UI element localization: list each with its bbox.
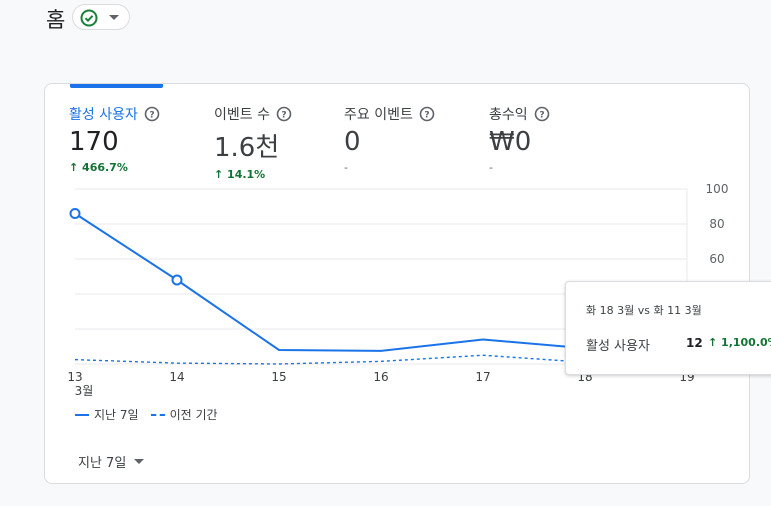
chevron-down-icon	[134, 458, 145, 464]
legend-dashed-swatch	[150, 413, 165, 416]
svg-text:?: ?	[424, 111, 429, 121]
legend-solid-swatch	[75, 413, 89, 416]
tooltip-date: 화 18 3월 vs 화 11 3월	[586, 304, 702, 317]
chart-legend: 지난 7일 이전 기간	[75, 406, 218, 423]
svg-text:?: ?	[149, 111, 154, 121]
metric-value: 1.6천	[214, 133, 280, 163]
tooltip-metric-label: 활성 사용자	[586, 339, 650, 354]
active-tab-indicator	[70, 84, 163, 88]
metric-key-events[interactable]: 주요 이벤트 ? 0 -	[344, 104, 435, 174]
metric-delta: ↑ 466.7%	[69, 161, 128, 174]
y-tick-label: 80	[709, 217, 724, 231]
x-tick-label: 13	[67, 370, 82, 384]
x-tick-label: 17	[475, 370, 490, 384]
svg-text:?: ?	[539, 111, 544, 121]
metric-label: 활성 사용자	[69, 107, 138, 123]
y-tick-label: 60	[709, 252, 724, 266]
x-tick-sublabel: 3월	[75, 384, 94, 398]
data-point	[69, 208, 81, 219]
legend-previous-label: 이전 기간	[169, 408, 218, 422]
y-tick-label: 100	[706, 182, 729, 196]
metric-label: 주요 이벤트	[344, 107, 413, 123]
page-title: 홈	[46, 8, 66, 32]
property-status-dropdown[interactable]	[72, 4, 130, 30]
check-circle-icon	[80, 9, 98, 27]
date-range-dropdown[interactable]: 지난 7일	[78, 452, 145, 471]
metric-delta: -	[489, 161, 493, 174]
x-tick-label: 15	[271, 370, 286, 384]
tooltip-delta: ↑ 1,100.0%	[708, 336, 771, 349]
svg-text:?: ?	[281, 111, 286, 121]
x-tick-label: 16	[373, 370, 388, 384]
metric-event-count[interactable]: 이벤트 수 ? 1.6천 ↑ 14.1%	[214, 104, 292, 181]
help-icon[interactable]: ?	[276, 106, 292, 122]
help-icon[interactable]: ?	[534, 106, 550, 122]
metric-label: 총수익	[489, 107, 528, 123]
metric-delta: ↑ 14.1%	[214, 168, 266, 181]
metric-active-users[interactable]: 활성 사용자 ? 170 ↑ 466.7%	[69, 104, 160, 174]
metric-value: 0	[344, 127, 361, 157]
metric-value: 170	[69, 127, 119, 157]
data-point	[171, 274, 183, 286]
chart-tooltip: 화 18 3월 vs 화 11 3월 활성 사용자 12 ↑ 1,100.0%	[565, 281, 771, 375]
metric-delta: -	[344, 161, 348, 174]
x-tick-label: 14	[169, 370, 184, 384]
chevron-down-icon	[109, 15, 119, 20]
tooltip-value: 12	[686, 336, 703, 350]
help-icon[interactable]: ?	[144, 106, 160, 122]
metric-label: 이벤트 수	[214, 107, 270, 123]
legend-current-label: 지난 7일	[94, 408, 139, 422]
metric-value: ₩0	[489, 127, 532, 157]
date-range-label: 지난 7일	[78, 456, 127, 471]
metric-total-revenue[interactable]: 총수익 ? ₩0 -	[489, 104, 550, 174]
help-icon[interactable]: ?	[419, 106, 435, 122]
